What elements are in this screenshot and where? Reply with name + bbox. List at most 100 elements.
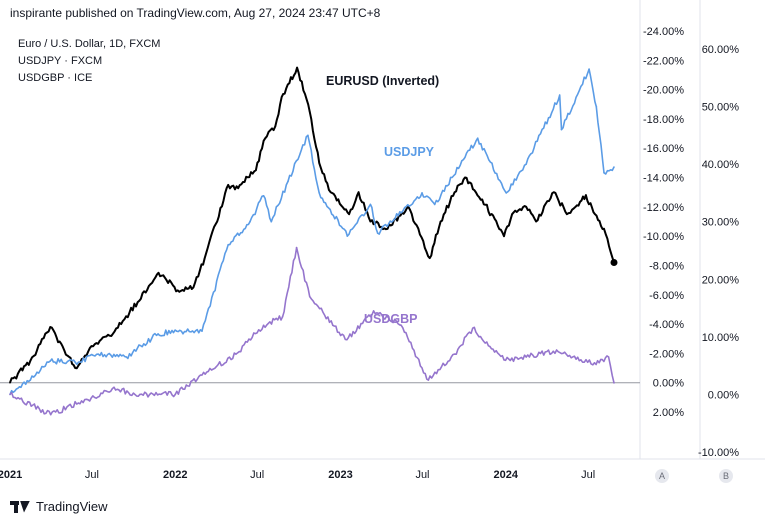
series-0-point bbox=[357, 191, 360, 193]
series-1-point bbox=[227, 243, 230, 246]
series-1-point bbox=[287, 180, 289, 183]
axis-a-tick-label: -16.00% bbox=[643, 143, 684, 155]
series-0-point bbox=[603, 228, 605, 230]
axis-a-tick-label: -2.00% bbox=[649, 348, 684, 360]
series-2-point bbox=[308, 295, 311, 298]
axis-b-tick-label: 40.00% bbox=[702, 159, 740, 171]
series-2-point bbox=[281, 315, 284, 318]
series-2-point bbox=[77, 402, 80, 404]
series-0-point bbox=[329, 191, 332, 193]
series-2-point bbox=[607, 356, 610, 358]
series-1-point bbox=[421, 192, 423, 194]
axis-b-tick-label: 30.00% bbox=[702, 217, 740, 229]
x-axis-tick-label: Jul bbox=[415, 469, 429, 481]
series-0-point bbox=[178, 291, 181, 293]
brand-name: TradingView bbox=[36, 499, 108, 514]
series-0-point bbox=[503, 235, 505, 237]
publish-header: inspirante published on TradingView.com,… bbox=[10, 6, 381, 20]
series-2-point bbox=[49, 413, 52, 416]
series-0-point bbox=[481, 198, 484, 201]
x-axis-tick-label: 2023 bbox=[328, 469, 352, 481]
series-0-point bbox=[439, 220, 442, 223]
axis-a-tick-label: -22.00% bbox=[643, 55, 684, 67]
x-axis-tick-label: Jul bbox=[250, 469, 264, 481]
series-1-point bbox=[433, 203, 436, 206]
series-label-2: USDGBP bbox=[364, 312, 417, 326]
scale-b-button[interactable]: B bbox=[719, 469, 733, 483]
series-2-point bbox=[400, 324, 402, 327]
series-2-point bbox=[372, 310, 375, 312]
series-2-point bbox=[332, 324, 334, 327]
legend-item-usdjpy[interactable]: USDJPY · FXCM bbox=[18, 55, 103, 67]
series-1-point bbox=[318, 192, 321, 194]
legend-item-usdgbp[interactable]: USDGBP · ICE bbox=[18, 72, 93, 84]
axis-b-tick-label: -10.00% bbox=[698, 447, 739, 459]
scale-a-button[interactable]: A bbox=[655, 469, 669, 483]
series-0-point bbox=[308, 110, 311, 113]
series-0-point bbox=[453, 191, 456, 193]
legend-item-eurusd[interactable]: Euro / U.S. Dollar, 1D, FXCM bbox=[18, 38, 161, 50]
series-2-point bbox=[9, 393, 11, 396]
footer-brand[interactable]: TradingView bbox=[10, 499, 108, 514]
axis-a-tick-label: -6.00% bbox=[649, 290, 684, 302]
series-1-point bbox=[603, 171, 605, 174]
series-label-1: USDJPY bbox=[384, 145, 435, 159]
axis-b-tick-label: 10.00% bbox=[702, 332, 740, 344]
series-0-point bbox=[511, 213, 513, 215]
series-1-point bbox=[249, 220, 251, 223]
series-2-point bbox=[593, 361, 596, 364]
axis-a-tick-label: -8.00% bbox=[649, 260, 684, 272]
series-2-point bbox=[207, 370, 210, 373]
series-2-point bbox=[346, 338, 348, 341]
series-1-point bbox=[175, 330, 178, 332]
series-0-point bbox=[386, 228, 389, 230]
series-0-point bbox=[535, 220, 537, 223]
series-0-point bbox=[29, 359, 32, 362]
x-axis-tick-label: 2024 bbox=[494, 469, 519, 481]
series-2-point bbox=[471, 327, 474, 330]
series-2-point bbox=[580, 359, 582, 361]
series-1-point bbox=[157, 333, 159, 335]
series-0-point bbox=[574, 206, 577, 208]
series-1-point bbox=[476, 137, 479, 140]
series-0-point bbox=[49, 326, 52, 328]
x-axis-tick-label: Jul bbox=[581, 469, 595, 481]
series-label-0: EURUSD (Inverted) bbox=[326, 74, 439, 88]
axis-a-tick-label: 0.00% bbox=[653, 378, 684, 390]
series-1-point bbox=[376, 232, 379, 235]
series-1-point bbox=[74, 361, 76, 363]
axis-a-tick-label: -10.00% bbox=[643, 231, 684, 243]
series-1-point bbox=[270, 220, 273, 223]
series-2-point bbox=[427, 379, 430, 381]
series-1-point bbox=[201, 330, 203, 332]
series-1-point bbox=[125, 356, 128, 358]
axis-b-tick-label: 20.00% bbox=[702, 274, 740, 286]
series-line-2 bbox=[9, 246, 615, 416]
series-0-point bbox=[255, 169, 257, 172]
axis-b-tick-label: 50.00% bbox=[702, 102, 740, 114]
series-2-point bbox=[613, 382, 615, 384]
series-2-point bbox=[139, 393, 141, 396]
series-line-1 bbox=[9, 68, 615, 395]
series-0-point bbox=[566, 213, 568, 215]
series-1-point bbox=[307, 134, 309, 137]
series-0-point bbox=[594, 213, 596, 215]
series-2-point bbox=[453, 353, 456, 355]
series-2-point bbox=[552, 350, 555, 353]
series-0-point bbox=[280, 96, 283, 98]
series-line-0 bbox=[9, 66, 615, 384]
axis-b-tick-label: 0.00% bbox=[708, 389, 739, 401]
series-0-point bbox=[525, 206, 527, 208]
series-0-point bbox=[90, 345, 93, 347]
tradingview-logo-icon bbox=[10, 500, 32, 513]
x-axis-tick-label: 2022 bbox=[163, 469, 187, 481]
series-1-point bbox=[346, 235, 349, 237]
series-0-point bbox=[9, 381, 11, 384]
axis-a-tick-label: -12.00% bbox=[643, 202, 684, 214]
x-axis-tick-label: 2021 bbox=[0, 469, 22, 481]
series-0-point bbox=[227, 184, 230, 186]
series-0-point bbox=[234, 188, 236, 191]
axis-a-tick-label: -4.00% bbox=[649, 319, 684, 331]
series-0-point bbox=[157, 271, 160, 274]
